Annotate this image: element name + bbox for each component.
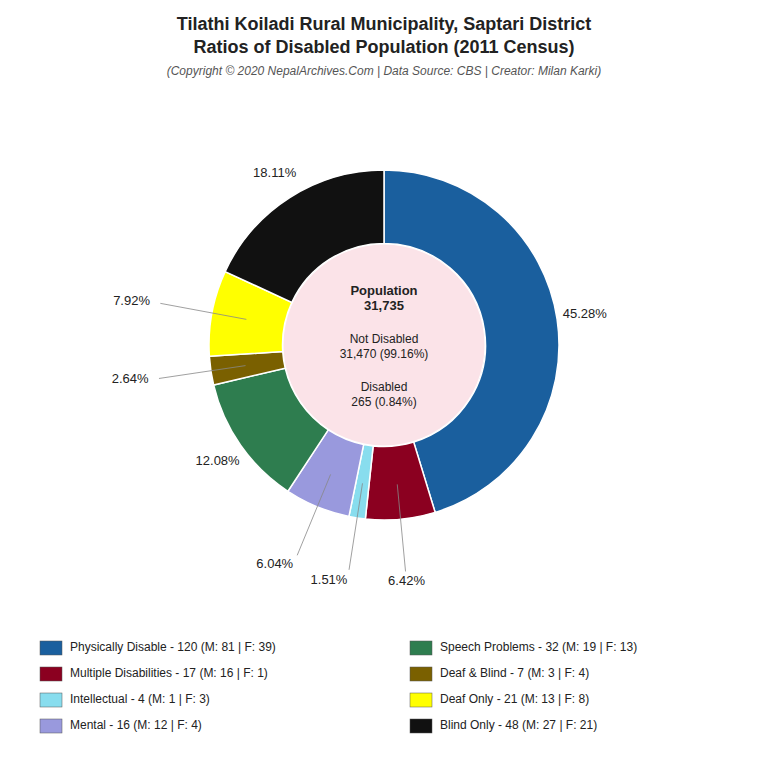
legend-label: Speech Problems - 32 (M: 19 | F: 13) [440, 640, 637, 654]
data-label: 1.51% [311, 572, 348, 587]
center-circle [284, 245, 485, 446]
data-label: 6.04% [256, 556, 293, 571]
legend-swatch [410, 693, 432, 707]
data-label: 6.42% [388, 573, 425, 588]
legend-swatch [410, 719, 432, 733]
annotation-line: 31,735 [364, 298, 404, 313]
leader-line [297, 474, 330, 555]
annotation-line: Not Disabled [350, 332, 419, 346]
center-annotation: Population31,735 [350, 283, 417, 313]
legend-swatch [410, 667, 432, 681]
chart: Tilathi Koiladi Rural Municipality, Sapt… [0, 0, 768, 768]
legend-label: Deaf & Blind - 7 (M: 3 | F: 4) [440, 666, 589, 680]
legend-label: Intellectual - 4 (M: 1 | F: 3) [70, 692, 210, 706]
legend-label: Deaf Only - 21 (M: 13 | F: 8) [440, 692, 589, 706]
center-annotation: Disabled265 (0.84%) [351, 380, 416, 409]
data-label: 12.08% [196, 453, 241, 468]
slice [365, 442, 435, 520]
slices [209, 170, 559, 520]
legend-swatch [40, 641, 62, 655]
legend-swatch [410, 641, 432, 655]
leader-line [159, 366, 246, 379]
annotation-line: Population [350, 283, 417, 298]
title: Tilathi Koiladi Rural Municipality, Sapt… [177, 14, 591, 57]
center-annotation: Not Disabled31,470 (99.16%) [340, 332, 429, 361]
annotation-line: Disabled [361, 380, 408, 394]
leader-line [160, 303, 246, 319]
legend: Physically Disable - 120 (M: 81 | F: 39)… [40, 640, 637, 733]
data-labels: 45.28% 6.42% 1.51% 6.04% 12.08% 2.64% 7.92% 18.… [112, 165, 608, 588]
slice [209, 352, 285, 385]
legend-swatch [40, 719, 62, 733]
legend-label: Physically Disable - 120 (M: 81 | F: 39) [70, 640, 276, 654]
title-line: Ratios of Disabled Population (2011 Cens… [193, 37, 574, 57]
legend-swatch [40, 693, 62, 707]
data-label: 2.64% [112, 371, 149, 386]
subtitle: (Copyright © 2020 NepalArchives.Com | Da… [167, 64, 602, 78]
legend-label: Blind Only - 48 (M: 27 | F: 21) [440, 718, 597, 732]
legend-swatch [40, 667, 62, 681]
data-label: 45.28% [563, 306, 608, 321]
data-label: 18.11% [253, 165, 297, 180]
title-line: Tilathi Koiladi Rural Municipality, Sapt… [177, 14, 591, 34]
legend-label: Mental - 16 (M: 12 | F: 4) [70, 718, 202, 732]
annotation-line: 265 (0.84%) [351, 395, 416, 409]
leader-line [349, 483, 362, 569]
data-label: 7.92% [113, 293, 150, 308]
annotation-line: 31,470 (99.16%) [340, 347, 429, 361]
legend-label: Multiple Disabilities - 17 (M: 16 | F: 1… [70, 666, 268, 680]
leader-line [397, 484, 405, 571]
